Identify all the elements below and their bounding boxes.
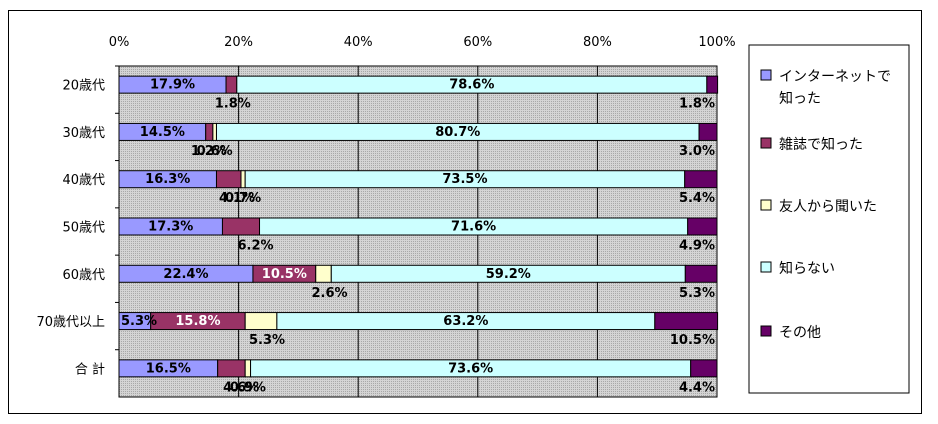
data-label: 0.7% xyxy=(225,191,261,206)
data-label: 16.3% xyxy=(145,172,190,187)
category-label: 40歳代 xyxy=(62,173,105,188)
bar-segment xyxy=(244,312,278,331)
x-tick-label: 100% xyxy=(698,35,735,50)
data-label: 1.2% xyxy=(191,144,227,159)
data-label: 1.8% xyxy=(679,97,715,112)
data-label: 3.0% xyxy=(679,144,715,159)
bar-segment xyxy=(215,170,242,189)
stacked-bar-chart: 0% 20% 40% 60% 80% 100% 20歳代 30歳代 40歳代 50歳代 60歳代 70… xyxy=(36,35,910,398)
legend-swatch xyxy=(760,325,772,337)
data-label: 59.2% xyxy=(486,267,531,282)
data-label: 22.4% xyxy=(163,267,208,282)
category-label: 70歳代以上 xyxy=(36,315,105,330)
data-label: 6.2% xyxy=(237,239,273,254)
x-tick-label: 0% xyxy=(109,35,130,50)
data-label: 0.6% xyxy=(197,144,233,159)
bar-segment xyxy=(654,312,719,331)
data-label: 73.5% xyxy=(442,172,487,187)
bar-segment xyxy=(217,359,246,378)
chart-frame: 0% 20% 40% 60% 80% 100% 20歳代 30歳代 40歳代 50歳代 60歳代 70… xyxy=(8,10,922,414)
legend-label: 雑誌で知った xyxy=(779,136,863,153)
data-label: 5.3% xyxy=(249,333,285,348)
legend-label: インターネットで xyxy=(779,69,891,85)
legend-swatch xyxy=(760,137,772,149)
category-label: 60歳代 xyxy=(62,268,105,283)
data-label: 4.4% xyxy=(679,380,715,395)
category-label: 30歳代 xyxy=(62,126,105,141)
data-label: 63.2% xyxy=(443,314,488,329)
bar-segment xyxy=(706,75,719,94)
bar-segment xyxy=(244,359,252,378)
bar-segment xyxy=(684,264,718,283)
category-label: 合 計 xyxy=(75,361,105,377)
data-label: 5.3% xyxy=(121,314,157,329)
data-label: 73.6% xyxy=(448,361,493,376)
data-label: 17.3% xyxy=(148,220,193,235)
bar-segment xyxy=(698,122,718,141)
legend-label: 知った xyxy=(779,90,821,107)
legend-label: 知らない xyxy=(779,260,835,277)
category-label: 20歳代 xyxy=(62,79,105,94)
data-label: 10.5% xyxy=(670,333,715,348)
x-tick-label: 40% xyxy=(344,35,373,50)
data-label: 80.7% xyxy=(435,125,480,140)
data-label: 71.6% xyxy=(451,220,496,235)
data-label: 5.4% xyxy=(679,191,715,206)
x-tick-label: 20% xyxy=(224,35,253,50)
data-label: 16.5% xyxy=(146,361,191,376)
bar-segment xyxy=(684,170,718,189)
bar-segment xyxy=(212,122,217,141)
data-label: 4.6% xyxy=(223,380,259,395)
category-label: 50歳代 xyxy=(62,221,105,236)
data-label: 1.8% xyxy=(215,97,251,112)
data-label: 2.6% xyxy=(311,286,347,301)
bar-segment xyxy=(240,170,246,189)
data-label: 78.6% xyxy=(449,78,494,93)
legend-label: その他 xyxy=(779,325,821,341)
bar-segment xyxy=(690,359,718,378)
data-label: 0.9% xyxy=(230,380,266,395)
data-label: 5.3% xyxy=(679,286,715,301)
x-tick-label: 80% xyxy=(583,35,612,50)
legend-swatch xyxy=(760,199,772,211)
bar-segment xyxy=(221,217,261,236)
bar-segment xyxy=(315,264,332,283)
legend-swatch xyxy=(760,261,772,273)
legend-box xyxy=(748,44,910,394)
bar-segment xyxy=(225,75,238,94)
data-label: 17.9% xyxy=(150,78,195,93)
legend-swatch xyxy=(760,69,772,81)
data-label: 10.5% xyxy=(262,267,307,282)
data-label: 15.8% xyxy=(175,314,220,329)
bar-segment xyxy=(687,217,718,236)
data-label: 4.9% xyxy=(679,239,715,254)
bar-segment xyxy=(205,122,214,141)
data-label: 4.1% xyxy=(219,191,255,206)
legend-label: 友人から聞いた xyxy=(779,199,877,215)
x-tick-label: 60% xyxy=(463,35,492,50)
data-label: 14.5% xyxy=(140,125,185,140)
